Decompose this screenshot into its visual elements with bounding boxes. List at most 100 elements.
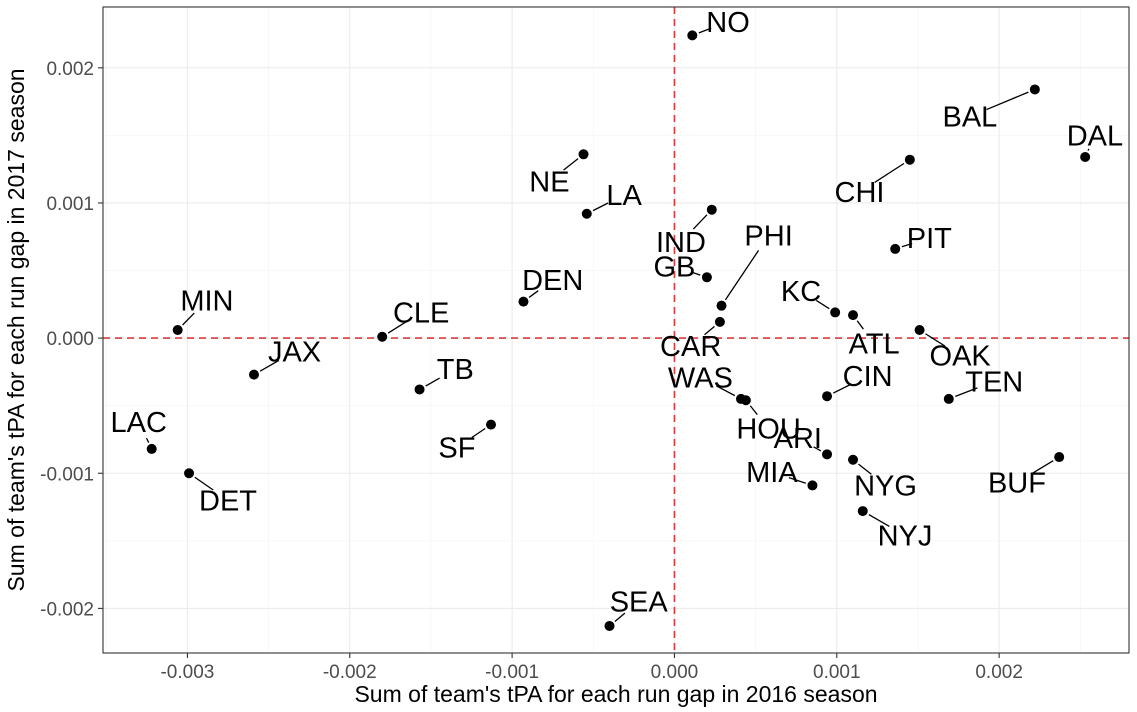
- point-det: [184, 468, 195, 479]
- leader-line-oak: [925, 333, 946, 347]
- leader-line-ari: [813, 446, 822, 452]
- x-axis-title: Sum of team's tPA for each run gap in 20…: [354, 681, 877, 707]
- point-gb: [701, 272, 712, 283]
- leader-line-dal: [1087, 148, 1090, 151]
- point-bal: [1029, 84, 1040, 95]
- point-label-no: NO: [706, 7, 750, 39]
- point-sf: [485, 419, 496, 430]
- point-label-min: MIN: [180, 285, 233, 317]
- leader-line-was: [715, 385, 736, 397]
- reference-lines: [103, 7, 1129, 653]
- point-den: [518, 296, 529, 307]
- point-lac: [146, 443, 157, 454]
- point-atl: [848, 310, 859, 321]
- point-label-sf: SF: [438, 433, 475, 465]
- x-tick-label: 0.000: [651, 662, 699, 683]
- point-la: [581, 208, 592, 219]
- point-label-cle: CLE: [393, 297, 449, 329]
- leader-line-cle: [387, 321, 407, 334]
- point-jax: [248, 369, 259, 380]
- x-tick-label: 0.002: [975, 662, 1023, 683]
- point-label-gb: GB: [653, 251, 695, 283]
- point-label-ten: TEN: [965, 366, 1023, 398]
- point-oak: [914, 325, 925, 335]
- leader-line-ten: [955, 387, 978, 398]
- point-label-ari: ARI: [774, 423, 822, 455]
- point-cle: [377, 331, 388, 342]
- point-ten: [943, 393, 954, 404]
- point-ind: [706, 204, 717, 215]
- point-label-oak: OAK: [930, 341, 992, 373]
- point-sea: [604, 620, 615, 631]
- leader-line-kc: [815, 299, 830, 310]
- plot-panel-border: [102, 6, 1130, 654]
- point-mia: [807, 480, 818, 491]
- data-points: [146, 30, 1091, 631]
- point-label-tb: TB: [437, 354, 474, 386]
- point-label-cin: CIN: [843, 361, 893, 393]
- point-label-dal: DAL: [1067, 120, 1123, 152]
- point-ari: [822, 449, 833, 460]
- leader-line-ind: [692, 214, 708, 230]
- leader-line-ne: [563, 158, 579, 171]
- leader-line-buf: [1032, 460, 1054, 474]
- leader-line-pit: [901, 242, 913, 248]
- y-tick-label: -0.001: [40, 464, 94, 485]
- leader-line-jax: [259, 359, 280, 372]
- leader-line-bal: [986, 91, 1029, 111]
- point-car: [714, 316, 725, 327]
- leader-line-mia: [788, 476, 806, 484]
- x-tick-label: -0.001: [485, 662, 539, 683]
- point-cin: [822, 391, 833, 402]
- x-tick-label: -0.002: [323, 662, 377, 683]
- point-label-chi: CHI: [835, 177, 885, 209]
- point-hou: [740, 395, 751, 406]
- leader-line-tb: [425, 377, 440, 387]
- point-label-car: CAR: [660, 331, 721, 363]
- point-phi: [716, 300, 727, 311]
- x-tick-label: -0.003: [160, 662, 214, 683]
- leader-line-phi: [724, 249, 760, 301]
- leader-line-lac: [145, 437, 150, 443]
- leader-line-sf: [471, 427, 486, 439]
- leader-line-gb: [691, 271, 701, 276]
- y-axis-ticks: -0.002 -0.001 0.000 0.001 0.002: [40, 59, 103, 620]
- point-label-det: DET: [199, 485, 257, 517]
- x-tick-label: 0.001: [813, 662, 861, 683]
- point-labels: NO BAL DAL NE CHI LA IND PIT GB PHI DEN MIN CLE KC ATL…: [111, 7, 1124, 619]
- point-no: [687, 30, 698, 41]
- point-label-ne: NE: [529, 166, 569, 198]
- point-label-den: DEN: [522, 265, 583, 297]
- y-tick-label: 0.001: [46, 194, 94, 215]
- point-label-atl: ATL: [849, 329, 900, 361]
- point-chi: [904, 154, 915, 165]
- point-tb: [414, 384, 425, 395]
- point-label-was: WAS: [668, 362, 733, 394]
- point-nyg: [848, 454, 859, 465]
- point-label-jax: JAX: [268, 337, 321, 369]
- leader-line-cin: [833, 383, 852, 394]
- point-buf: [1054, 452, 1065, 463]
- y-tick-label: 0.000: [46, 329, 94, 350]
- point-label-hou: HOU: [736, 414, 800, 446]
- leader-line-det: [194, 476, 214, 491]
- point-pit: [890, 243, 901, 254]
- leader-line-sea: [614, 612, 626, 622]
- major-gridlines: [103, 7, 1129, 653]
- point-nyj: [857, 506, 868, 517]
- point-ne: [578, 149, 589, 160]
- leader-line-car: [704, 325, 715, 336]
- point-label-nyg: NYG: [854, 470, 917, 502]
- y-tick-label: 0.002: [46, 59, 94, 80]
- point-label-buf: BUF: [988, 468, 1046, 500]
- leader-line-nyj: [868, 514, 890, 527]
- point-label-sea: SEA: [610, 587, 669, 619]
- leader-line-la: [592, 202, 609, 212]
- point-min: [172, 325, 183, 335]
- point-dal: [1080, 152, 1091, 163]
- leader-line-atl: [856, 320, 864, 330]
- leader-line-min: [182, 312, 195, 326]
- point-label-pit: PIT: [907, 223, 952, 255]
- point-label-mia: MIA: [746, 457, 798, 489]
